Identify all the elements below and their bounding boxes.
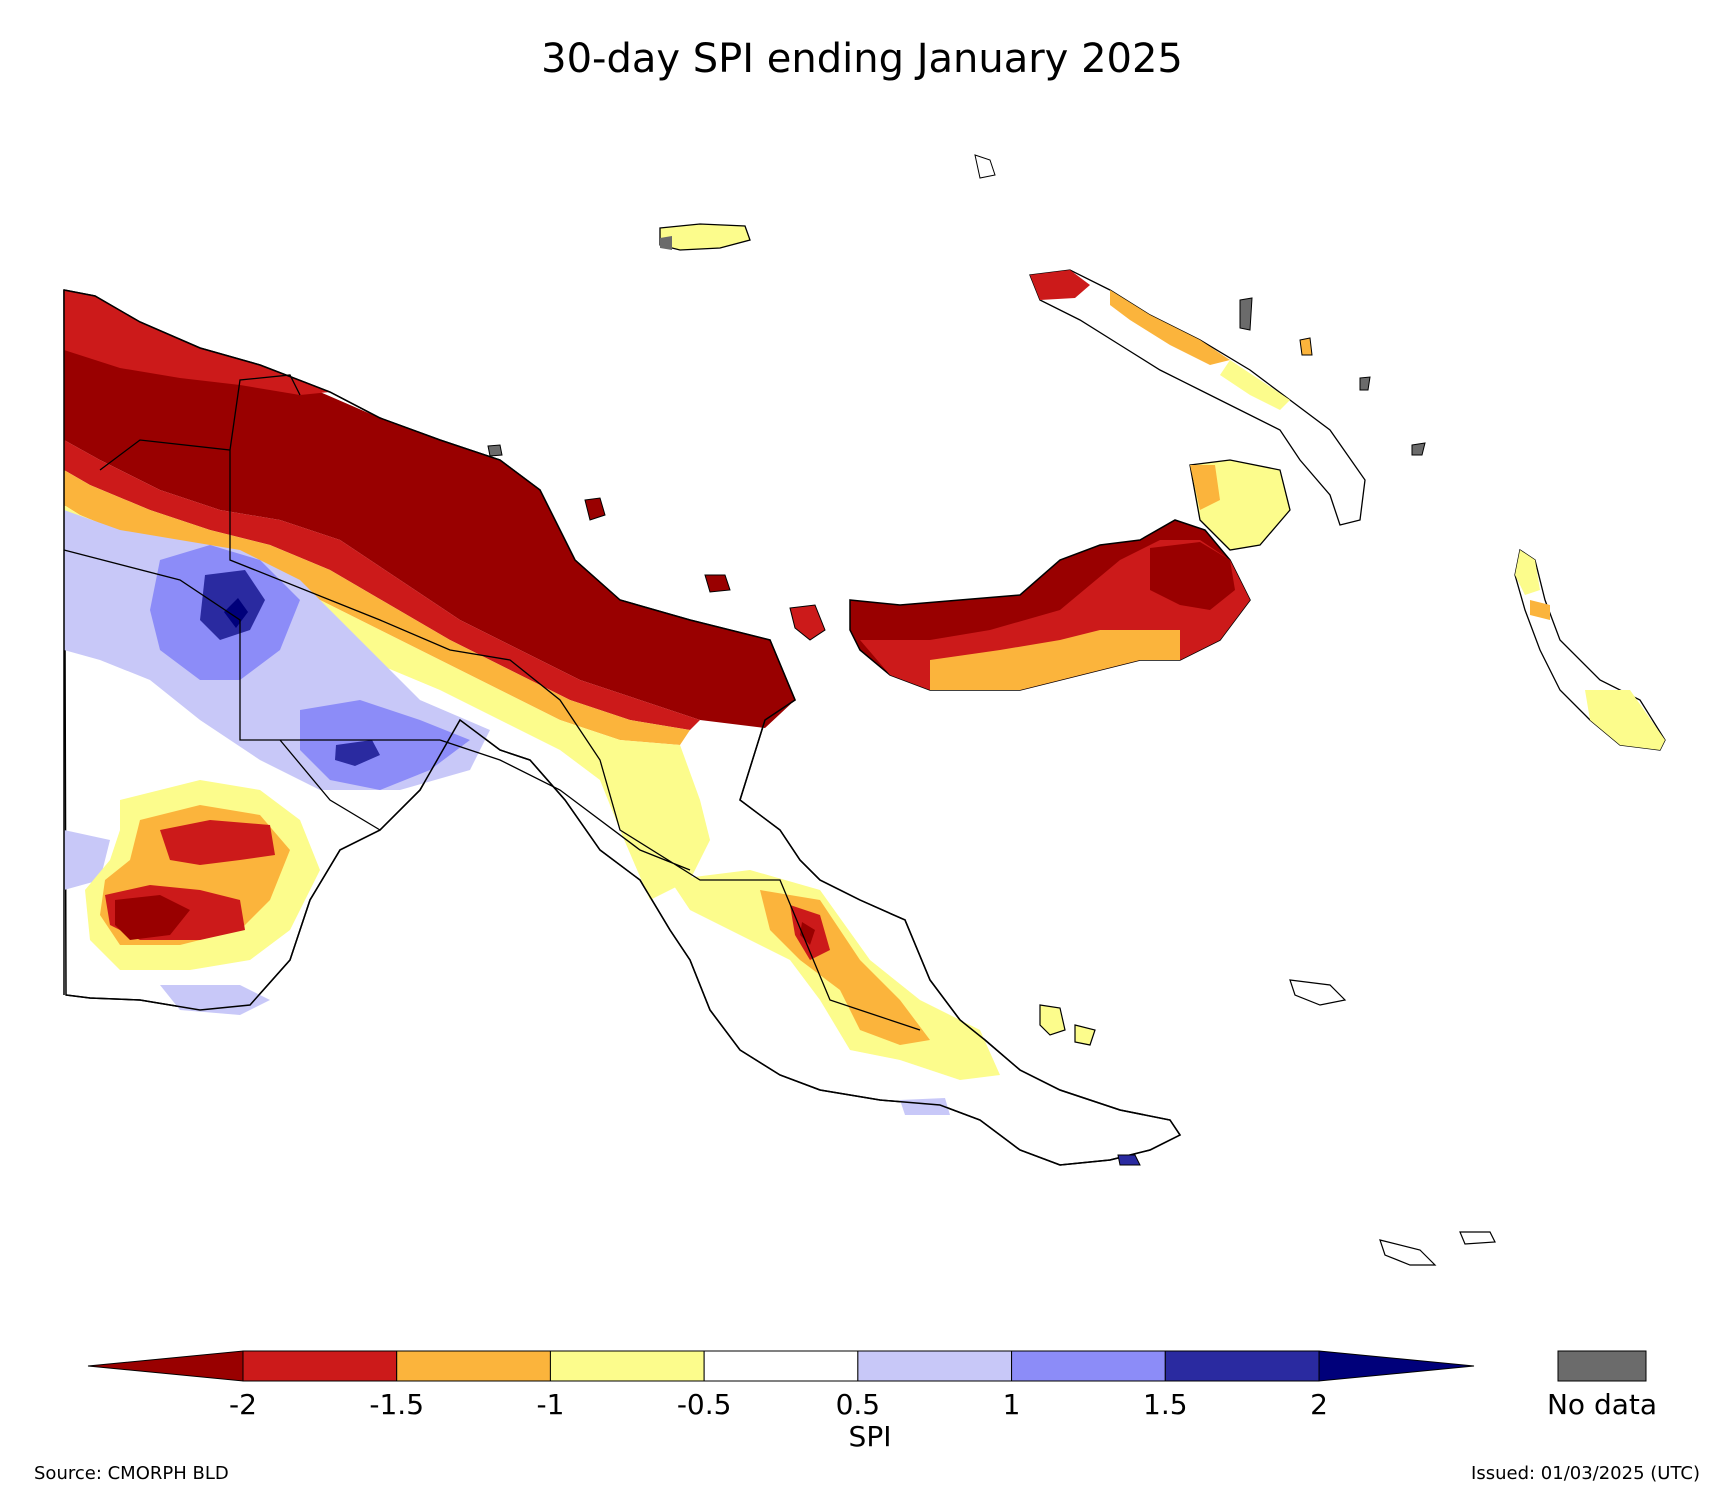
- colorbar-tick-label: -0.5: [676, 1388, 732, 1421]
- no-data-color-box: [1557, 1350, 1647, 1382]
- island-extreme-dry-1: [584, 497, 606, 521]
- new-ireland-moderate-dry: [1110, 290, 1230, 365]
- no-data-swatch: [1557, 1350, 1647, 1382]
- manus-island: [659, 223, 751, 251]
- spi-severe-dry-southwest-1: [160, 820, 275, 865]
- colorbar-extend-low: [87, 1350, 244, 1382]
- bougainville-moderate-dry: [1530, 600, 1550, 620]
- colorbar: [87, 1350, 1475, 1382]
- island-moderate-dry-1: [1299, 337, 1313, 356]
- bougainville-mild-dry-south: [1585, 690, 1665, 750]
- island-no-data-2: [1239, 297, 1253, 331]
- colorbar-axis-label: SPI: [848, 1420, 892, 1453]
- new-ireland: [1029, 269, 1366, 526]
- island-no-data-1: [487, 444, 503, 457]
- gazelle-moderate-dry: [1190, 465, 1220, 510]
- colorbar-tick-label: -2: [229, 1388, 257, 1421]
- spi-extreme-dry-southeast: [800, 922, 815, 945]
- spi-very-wet-central: [300, 700, 470, 790]
- issued-text: Issued: 01/03/2025 (UTC): [1471, 1463, 1700, 1484]
- island-outline-1: [1289, 979, 1347, 1006]
- island-mild-dry-2: [1074, 1024, 1096, 1046]
- island-outline-3: [1459, 1231, 1496, 1245]
- new-britain-extreme-east: [1150, 542, 1235, 610]
- colorbar-tick-label: -1.5: [369, 1388, 425, 1421]
- source-text: Source: CMORPH BLD: [34, 1463, 229, 1484]
- colorbar-tick-label: 1: [1002, 1388, 1021, 1421]
- spi-exceptional-wet-west: [224, 598, 248, 628]
- spi-severe-dry-north: [64, 290, 330, 395]
- spi-extreme-dry-southwest: [115, 895, 190, 940]
- no-data-label: No data: [1546, 1388, 1658, 1421]
- new-ireland-mild-dry: [1220, 360, 1290, 410]
- spi-severe-dry-band: [64, 440, 700, 730]
- colorbar-tick-label: 1.5: [1143, 1388, 1188, 1421]
- bougainville-mild-dry-north: [1515, 550, 1540, 595]
- island-no-data-3: [1411, 442, 1426, 456]
- island-mild-dry-1: [1039, 1004, 1066, 1036]
- colorbar-bin: [396, 1350, 551, 1382]
- colorbar-tick-label: -1: [536, 1388, 565, 1421]
- province-boundaries: [63, 374, 921, 1031]
- new-britain-moderate-dry: [930, 630, 1180, 690]
- island-outline-4: [974, 154, 996, 179]
- colorbar-tick-label: 2: [1310, 1388, 1328, 1421]
- colorbar-bin: [857, 1350, 1013, 1382]
- bougainville: [1514, 548, 1666, 751]
- island-no-data-4: [1359, 376, 1371, 391]
- colorbar-tick-label: 0.5: [835, 1388, 881, 1421]
- colorbar-bin: [242, 1350, 398, 1382]
- colorbar-bin: [1164, 1350, 1320, 1382]
- coastline: [63, 289, 1182, 1166]
- mainland-png: [63, 289, 1182, 1166]
- colorbar-bin: [1011, 1350, 1166, 1382]
- colorbar-bin: [703, 1350, 859, 1382]
- spi-moderate-dry-band: [64, 470, 690, 745]
- new-ireland-severe-dry: [1030, 270, 1090, 300]
- new-britain: [849, 519, 1251, 691]
- manus-no-data: [660, 236, 672, 250]
- map-title: 30-day SPI ending January 2025: [541, 36, 1183, 82]
- colorbar-bin: [549, 1350, 705, 1382]
- island-outline-2: [1379, 1239, 1437, 1266]
- island-extremely-wet: [1117, 1154, 1141, 1166]
- colorbar-extend-high: [1318, 1350, 1475, 1382]
- spi-extremely-wet-central: [335, 740, 380, 766]
- spi-extreme-dry-north: [64, 345, 795, 728]
- island-severe-dry-1: [789, 604, 826, 641]
- island-extreme-dry-2: [704, 574, 731, 593]
